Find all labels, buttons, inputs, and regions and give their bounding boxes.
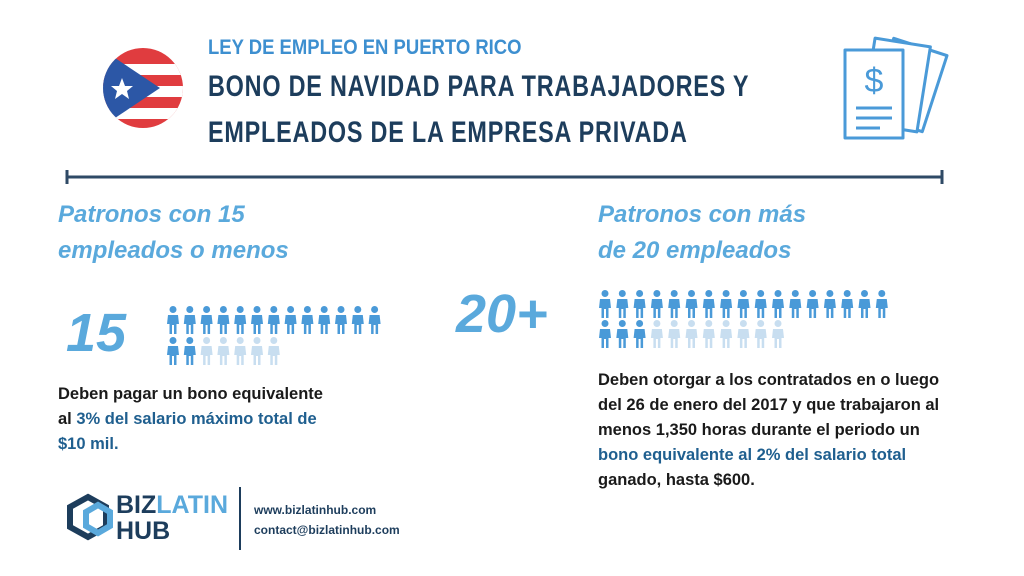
title: EMPLEADOS DE LA EMPRESA PRIVADA: [208, 116, 688, 149]
kicker: LEY DE EMPLEO EN PUERTO RICO: [208, 36, 522, 59]
person-icon: [599, 290, 611, 318]
person-icon: [650, 320, 663, 348]
person-icon: [368, 306, 381, 334]
person-icon: [616, 320, 629, 348]
text: Deben otorgar a los contratados en o lue…: [598, 371, 940, 439]
person-icon: [335, 306, 347, 334]
contact: www.bizlatinhub.com contact@bizlatinhub.…: [254, 500, 400, 540]
svg-text:$: $: [865, 62, 884, 100]
heading-line: Patronos con 15: [58, 201, 245, 228]
person-icon: [217, 337, 230, 365]
person-icon: [217, 306, 230, 334]
logo-word: HUB: [116, 517, 171, 545]
person-icon: [772, 290, 784, 318]
person-icon: [823, 290, 836, 318]
big-number: 20+: [456, 284, 548, 344]
heading-line: Patronos con más: [598, 201, 807, 228]
person-icon: [702, 320, 715, 348]
person-icon: [234, 306, 247, 334]
big-number: 15: [66, 303, 127, 363]
person-icon: [167, 306, 179, 334]
person-icon: [633, 320, 646, 348]
text: ganado, hasta $600.: [598, 471, 755, 489]
person-icon: [167, 337, 179, 365]
person-icon: [200, 337, 213, 365]
person-icon: [633, 290, 646, 318]
person-icon: [200, 306, 213, 334]
text: máximo total de $10 mil.: [58, 410, 317, 453]
flag: [103, 48, 183, 128]
person-icon: [318, 306, 331, 334]
person-icon: [875, 290, 888, 318]
email: contact@bizlatinhub.com: [254, 523, 400, 537]
heading: Patronos con 15 empleados o menos: [58, 197, 289, 269]
divider: [65, 170, 944, 184]
heading: Patronos con más de 20 empleados: [598, 197, 806, 269]
highlight: 3% del salario: [76, 410, 187, 428]
person-icon: [267, 306, 280, 334]
heading-line: empleados o menos: [58, 237, 289, 264]
body-text: Deben otorgar a los contratados en o lue…: [598, 368, 958, 493]
website: www.bizlatinhub.com: [254, 503, 377, 517]
person-icon: [668, 320, 681, 348]
person-icon: [737, 320, 750, 348]
person-icon: [685, 290, 698, 318]
heading-line: de 20 empleados: [598, 237, 792, 264]
person-icon: [616, 290, 629, 318]
logo-text: BIZLATIN HUB: [116, 492, 228, 544]
logo-mark: [67, 493, 113, 541]
person-icon: [858, 290, 871, 318]
person-icon: [841, 290, 854, 318]
person-icon: [183, 306, 196, 334]
highlight: bono equivalente al 2% del salario total: [598, 446, 907, 464]
logo-word: LATIN: [156, 491, 229, 519]
person-icon: [754, 320, 767, 348]
logo-word: BIZ: [116, 491, 157, 519]
person-icon: [789, 290, 802, 318]
person-icon: [806, 290, 819, 318]
person-icon: [234, 337, 247, 365]
person-icon: [251, 306, 263, 334]
person-icon: [650, 290, 663, 318]
person-icon: [599, 320, 611, 348]
body-text: Deben pagar un bono equivalente al 3% de…: [58, 382, 338, 457]
person-icon: [267, 337, 280, 365]
person-icon: [720, 320, 733, 348]
person-icon: [301, 306, 314, 334]
document-icon: $: [843, 36, 949, 140]
person-icon: [720, 290, 733, 318]
person-icon: [284, 306, 297, 334]
person-icon: [351, 306, 364, 334]
title: BONO DE NAVIDAD PARA TRABAJADORES Y: [208, 70, 750, 103]
person-icon: [251, 337, 263, 365]
person-icon: [737, 290, 750, 318]
person-icon: [668, 290, 681, 318]
person-icon: [702, 290, 715, 318]
text: Deben pagar un bono equivalente al: [58, 385, 323, 428]
person-icon: [772, 320, 784, 348]
person-icon: [685, 320, 698, 348]
person-icon: [754, 290, 767, 318]
person-icon: [183, 337, 196, 365]
